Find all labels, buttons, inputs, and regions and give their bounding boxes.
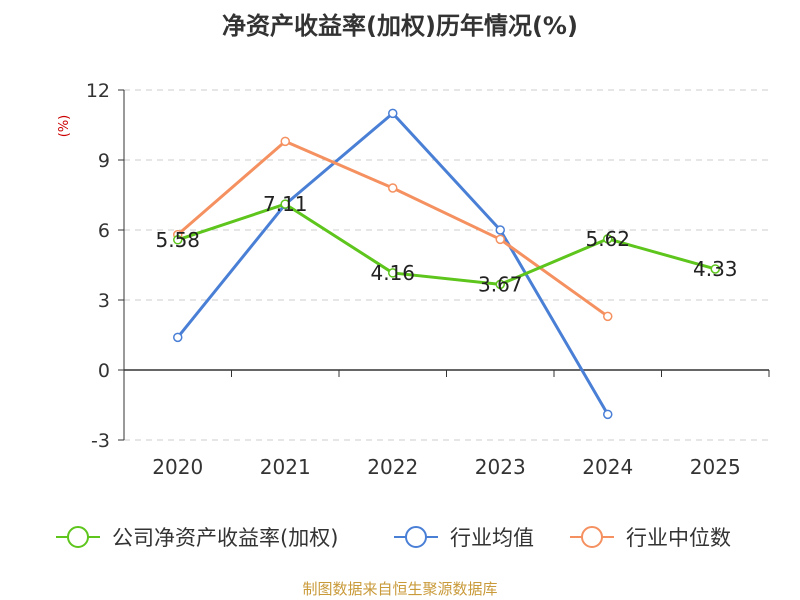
x-tick-label: 2021	[260, 455, 311, 479]
series-point-1	[603, 409, 613, 420]
series-point-1	[173, 332, 183, 343]
series-line-0	[177, 202, 716, 286]
legend-item-1: 行业均值	[394, 526, 534, 550]
y-tick-label: 9	[98, 150, 110, 172]
data-label: 7.11	[263, 192, 308, 216]
series-point-2	[603, 311, 613, 322]
data-label: 3.67	[478, 272, 523, 296]
series-point-2	[388, 183, 398, 193]
series-point-0	[280, 199, 290, 209]
chart-title: 净资产收益率(加权)历年情况(%)	[222, 12, 578, 40]
legend-label: 公司净资产收益率(加权)	[112, 526, 338, 550]
source-note: 制图数据来自恒生聚源数据库	[302, 580, 497, 598]
x-tick-label: 2020	[152, 455, 203, 479]
y-tick-label: -3	[91, 430, 110, 452]
legend-item-0: 公司净资产收益率(加权)	[56, 526, 338, 550]
data-labels: 5.58 7.11 4.16 3.67 5.62 4.33	[155, 192, 737, 296]
series-point-1	[495, 225, 505, 235]
y-tick-label: 0	[98, 360, 110, 382]
grid-lines	[124, 89, 769, 441]
series-line-2	[176, 139, 609, 318]
series-point-0	[173, 235, 183, 245]
series-point-0	[603, 234, 613, 244]
legend-marker	[67, 526, 89, 548]
y-tick-label: 6	[98, 220, 110, 242]
series-point-0	[710, 264, 720, 274]
data-label: 4.16	[370, 261, 415, 285]
legend-item-2: 行业中位数	[570, 526, 731, 550]
x-tick-label: 2023	[475, 455, 526, 479]
y-tick-label: 3	[98, 290, 110, 312]
data-label: 4.33	[693, 257, 738, 281]
series-point-1	[388, 108, 398, 119]
legend-label: 行业中位数	[626, 526, 731, 550]
y-axis-label: (%)	[57, 115, 72, 138]
series-point-0	[495, 279, 505, 290]
axes: -3 0 3 6 9 12 2020 2021 2022 2023 2024 2025	[86, 80, 770, 479]
x-tick-label: 2022	[367, 455, 418, 479]
legend: 公司净资产收益率(加权) 行业均值 行业中位数	[56, 526, 731, 550]
x-tick-label: 2025	[690, 455, 741, 479]
series-point-0	[388, 268, 398, 278]
legend-label: 行业均值	[450, 526, 534, 550]
data-label: 5.58	[155, 228, 200, 252]
series-group	[173, 108, 720, 420]
series-point-2	[280, 136, 290, 147]
x-tick-label: 2024	[582, 455, 633, 479]
legend-marker	[405, 526, 427, 548]
y-tick-label: 12	[86, 80, 110, 102]
legend-marker	[581, 526, 603, 548]
data-label: 5.62	[585, 227, 630, 251]
series-point-2	[495, 234, 505, 245]
